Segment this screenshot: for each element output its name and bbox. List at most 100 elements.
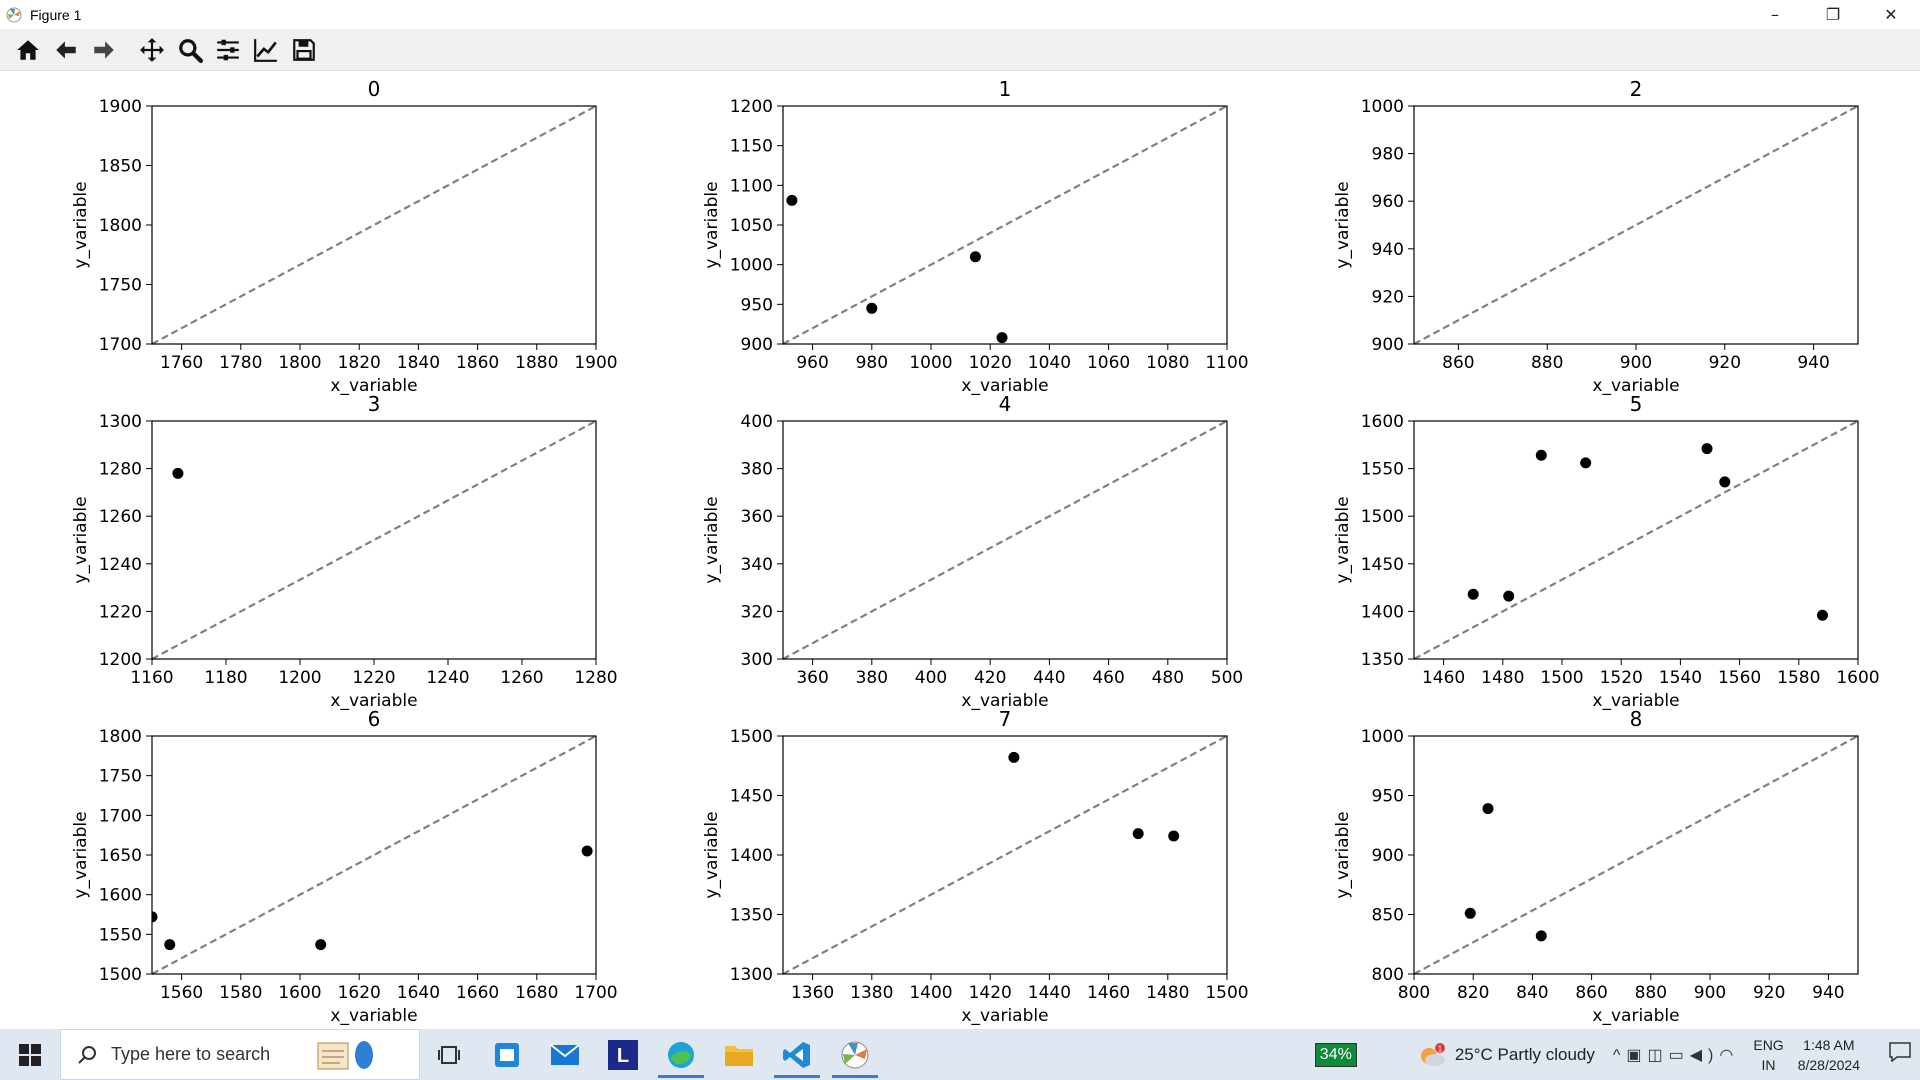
battery-icon[interactable]: ▭ [1668, 1046, 1690, 1064]
save-button[interactable] [288, 34, 320, 66]
clock-date: 8/28/2024 [1797, 1056, 1860, 1073]
store-app[interactable] [478, 1029, 536, 1080]
file-explorer-app[interactable] [710, 1029, 768, 1080]
forward-button[interactable] [88, 34, 120, 66]
data-point [996, 332, 1008, 344]
l-app[interactable]: L [594, 1029, 652, 1080]
weather-widget[interactable]: 1 25°C Partly cloudy [1417, 1042, 1595, 1068]
x-tick-label: 940 [1812, 983, 1844, 1003]
volume-icon[interactable]: ◀) [1689, 1046, 1720, 1064]
data-point [1467, 588, 1479, 600]
x-tick-label: 1000 [909, 353, 952, 373]
x-tick-label: 1100 [1205, 353, 1248, 373]
network-icon[interactable]: ◫ [1647, 1046, 1669, 1064]
battery-widget[interactable]: 34% [1314, 1042, 1357, 1067]
x-tick-label: 1480 [1481, 668, 1524, 688]
y-tick-label: 1450 [1361, 555, 1404, 575]
configure-subplots-button[interactable] [212, 34, 244, 66]
data-point [1535, 449, 1547, 461]
wifi-icon[interactable]: ◠ [1719, 1046, 1740, 1064]
window-title: Figure 1 [30, 6, 82, 23]
region-code: IN [1761, 1056, 1776, 1073]
chevron-up-icon[interactable]: ^ [1612, 1046, 1627, 1064]
x-tick-label: 880 [1635, 983, 1667, 1003]
y-tick-label: 920 [1372, 287, 1404, 307]
x-tick-label: 400 [915, 668, 947, 688]
save-icon [293, 38, 315, 61]
x-tick-label: 1700 [574, 983, 617, 1003]
x-axis-label: x_variable [1592, 691, 1679, 711]
subplot-8: 800 820 840 860 880 900 920 940 800 850 900 950 1000… [1333, 707, 1859, 1026]
x-tick-label: 1460 [1422, 668, 1465, 688]
x-tick-label: 1460 [1087, 983, 1130, 1003]
data-point [866, 302, 878, 314]
clock-time: 1:48 AM [1803, 1036, 1855, 1053]
x-tick-label: 360 [796, 668, 828, 688]
data-point [172, 467, 184, 479]
y-tick-label: 800 [1372, 965, 1404, 985]
subplot-title: 7 [999, 707, 1012, 731]
x-tick-label: 460 [1092, 668, 1124, 688]
minimize-button[interactable]: – [1771, 5, 1779, 24]
reference-diagonal-line [1413, 105, 1859, 345]
x-tick-label: 1540 [1659, 668, 1702, 688]
reference-diagonal-line [782, 105, 1228, 345]
mail-app[interactable] [536, 1029, 594, 1080]
notification-icon [1889, 1042, 1911, 1063]
search-placeholder: Type here to search [111, 1044, 271, 1064]
y-tick-label: 400 [741, 412, 773, 432]
x-tick-label: 1220 [352, 668, 395, 688]
y-tick-label: 1400 [730, 846, 773, 866]
clock[interactable]: 1:48 AM 8/28/2024 [1798, 1035, 1860, 1075]
subplot-title: 6 [368, 707, 381, 731]
x-tick-label: 800 [1398, 983, 1430, 1003]
x-tick-label: 1820 [338, 353, 381, 373]
title-bar: Figure 1 – ❐ ✕ [0, 0, 1920, 29]
task-view-button[interactable] [420, 1029, 478, 1080]
data-point [1503, 590, 1515, 602]
language-indicator[interactable]: ENG IN [1753, 1035, 1783, 1075]
reference-diagonal-line [151, 735, 597, 975]
x-axis-label: x_variable [961, 691, 1048, 711]
zoom-button[interactable] [174, 34, 206, 66]
x-tick-label: 1600 [1836, 668, 1879, 688]
edge-app[interactable] [652, 1029, 710, 1080]
notification-button[interactable] [1880, 1042, 1920, 1067]
data-point [1482, 803, 1494, 815]
back-button[interactable] [50, 34, 82, 66]
y-tick-label: 1400 [1361, 602, 1404, 622]
x-tick-label: 860 [1442, 353, 1474, 373]
y-tick-label: 1700 [99, 335, 142, 355]
restore-button[interactable]: ❐ [1825, 5, 1841, 24]
matplotlib-app[interactable] [826, 1029, 884, 1080]
y-tick-label: 850 [1372, 906, 1404, 926]
data-point [1580, 457, 1592, 469]
x-tick-label: 920 [1709, 353, 1741, 373]
edit-axis-button[interactable] [250, 34, 282, 66]
x-axis-label: x_variable [961, 1006, 1048, 1026]
system-tray-icons[interactable]: ^▣◫▭◀)◠ [1613, 1045, 1740, 1065]
scatter-points [786, 194, 1008, 344]
start-button[interactable] [0, 1029, 60, 1080]
vscode-app[interactable] [768, 1029, 826, 1080]
x-tick-label: 980 [856, 353, 888, 373]
y-tick-label: 1280 [99, 460, 142, 480]
axes-frame [1413, 735, 1859, 975]
y-axis-label: y_variable [1333, 496, 1353, 583]
data-point [152, 911, 158, 923]
taskbar-search-box[interactable]: Type here to search [60, 1029, 420, 1080]
l-app-letter: L [617, 1045, 629, 1067]
pan-button[interactable] [136, 34, 168, 66]
close-button[interactable]: ✕ [1884, 5, 1898, 24]
x-tick-label: 500 [1211, 668, 1243, 688]
reference-diagonal-line [782, 735, 1228, 975]
axes-frame [782, 735, 1228, 975]
y-tick-label: 1000 [1361, 727, 1404, 747]
file-explorer-icon [725, 1045, 753, 1066]
home-button[interactable] [12, 34, 44, 66]
y-tick-label: 900 [1372, 335, 1404, 355]
x-tick-label: 1400 [909, 983, 952, 1003]
x-tick-label: 840 [1516, 983, 1548, 1003]
y-tick-label: 360 [741, 507, 773, 527]
tray-app-icon[interactable]: ▣ [1626, 1046, 1648, 1064]
